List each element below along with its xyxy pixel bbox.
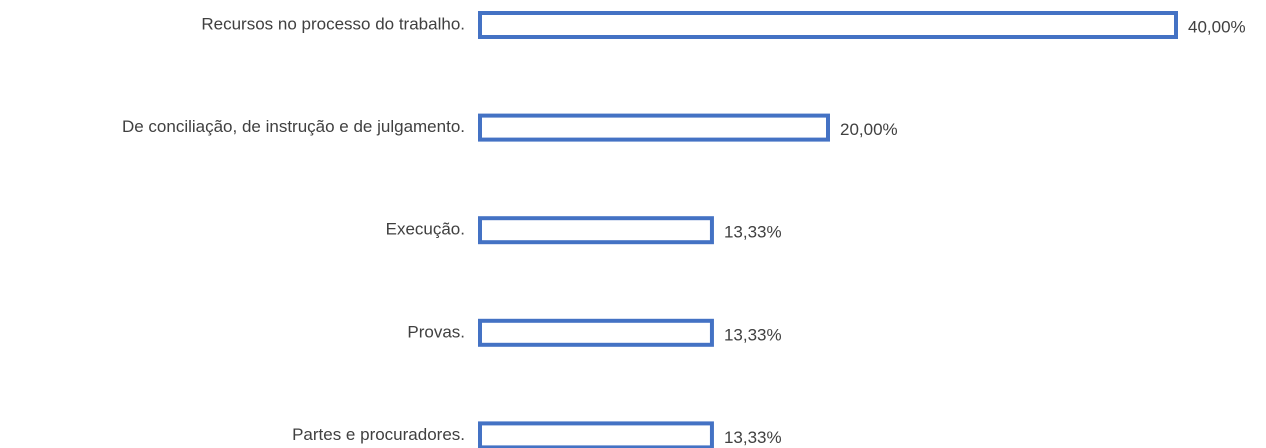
value-label: 13,33% (724, 325, 782, 344)
bar (478, 113, 830, 142)
bar (478, 318, 714, 347)
value-label: 20,00% (840, 120, 898, 139)
bar (478, 216, 714, 245)
category-label: Partes e procuradores. (292, 425, 465, 444)
value-label: 40,00% (1188, 17, 1246, 36)
category-label: Execução. (386, 220, 465, 239)
value-label: 13,33% (724, 428, 782, 447)
category-label: Recursos no processo do trabalho. (201, 14, 465, 33)
bar (478, 11, 1178, 39)
bar (478, 421, 714, 448)
value-label: 13,33% (724, 223, 782, 242)
category-label: De conciliação, de instrução e de julgam… (122, 117, 465, 136)
category-label: Provas. (407, 322, 465, 341)
